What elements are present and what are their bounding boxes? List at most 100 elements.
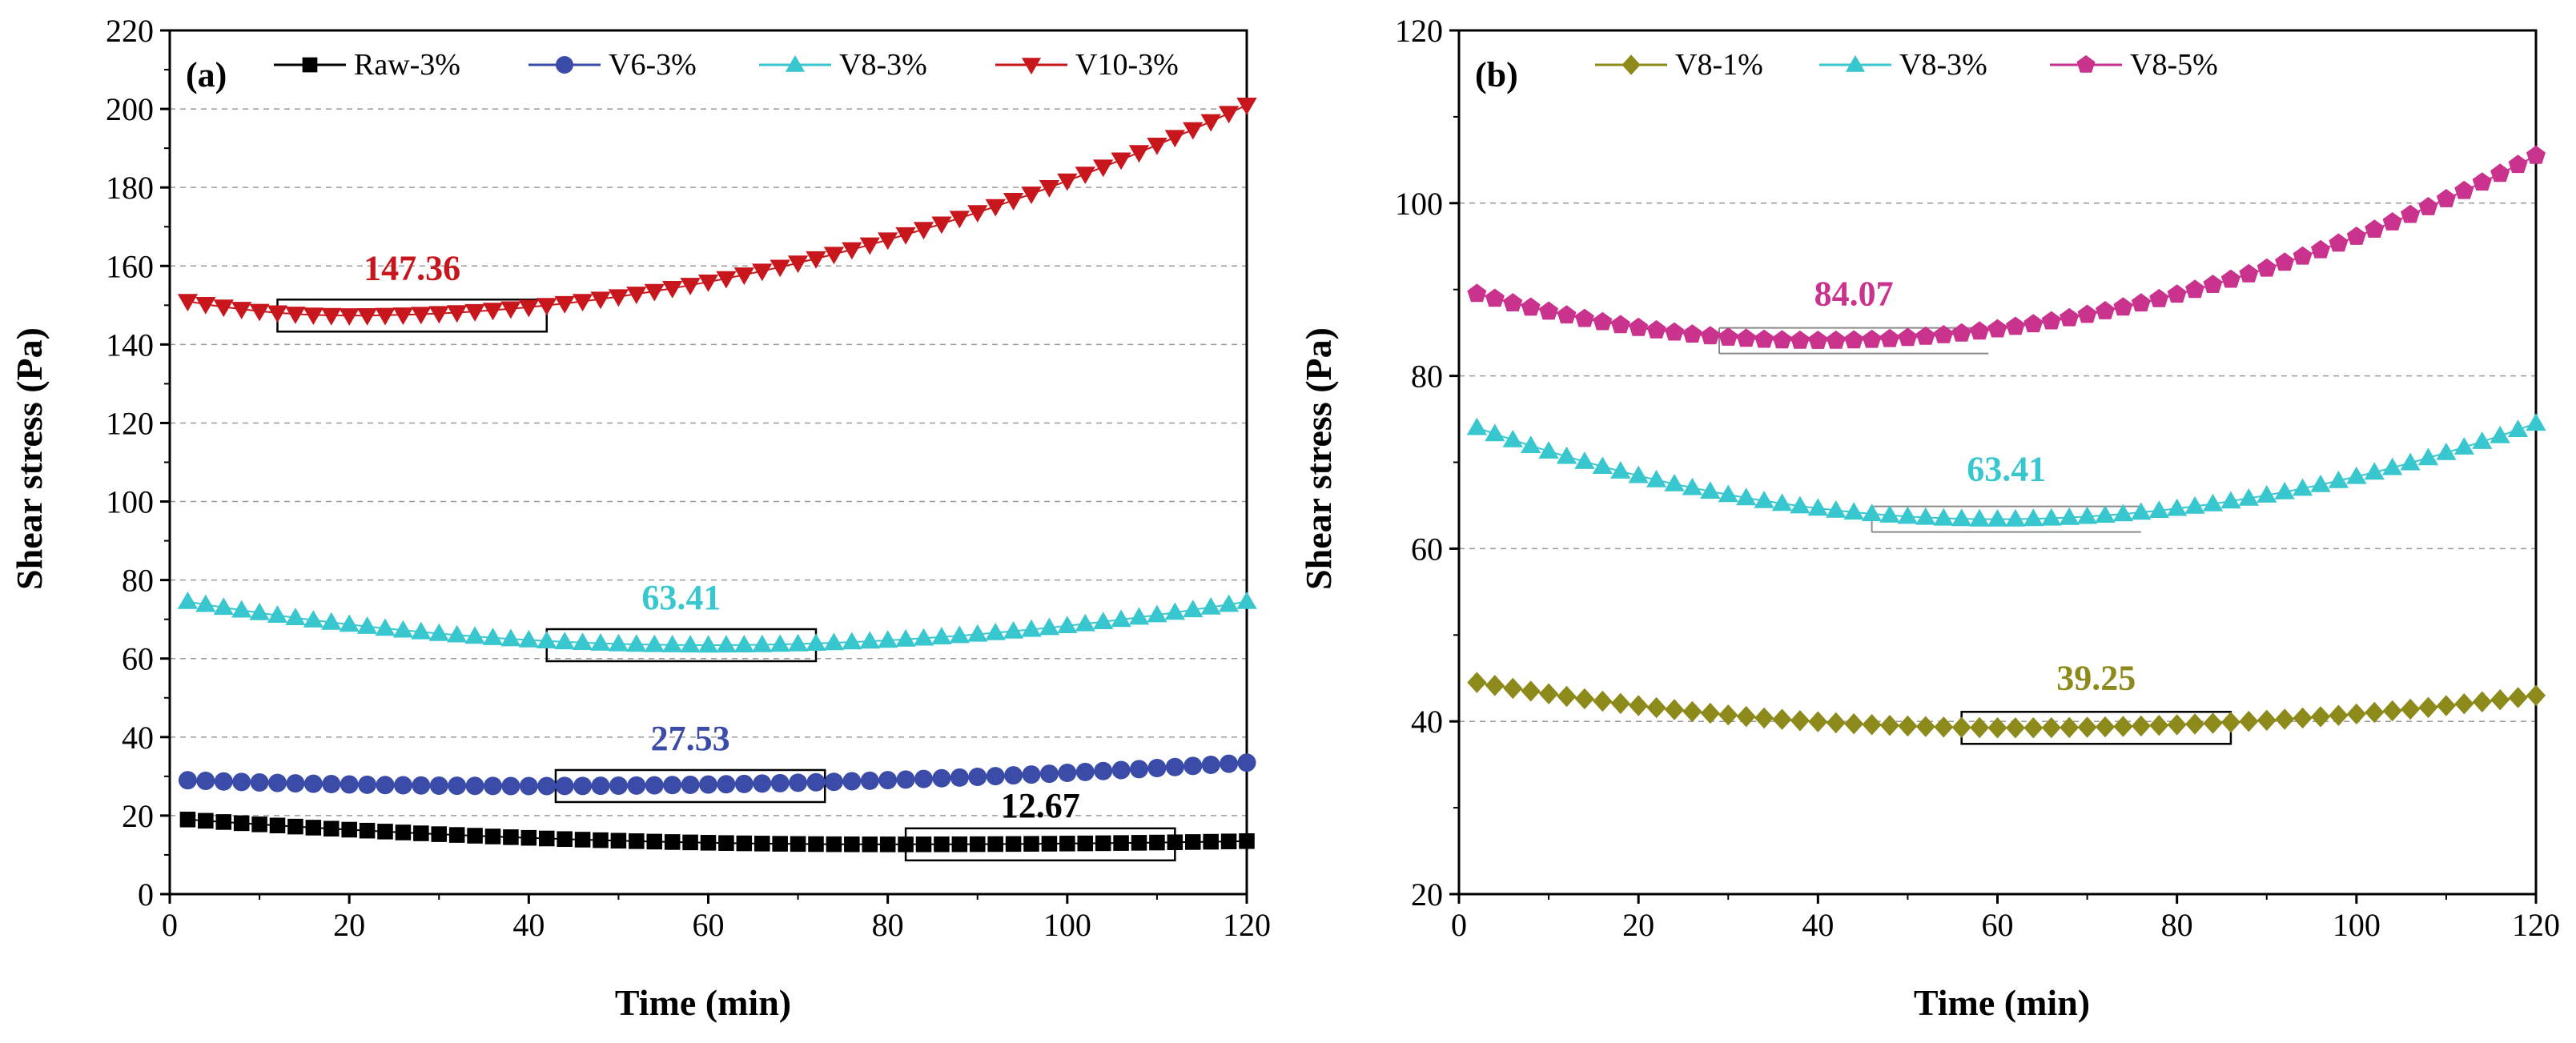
panel-a-point-v8-3pct: [1021, 619, 1042, 637]
panel-a-point-v10-3pct: [1075, 166, 1095, 184]
panel-b-point-v8-3pct: [2507, 419, 2529, 437]
panel-b-point-v8-3pct: [2023, 508, 2044, 527]
panel-b-point-v8-3pct: [2202, 493, 2224, 511]
panel-b-point-v8-5pct: [2436, 189, 2456, 207]
panel-a-point-v10-3pct: [1147, 138, 1167, 155]
panel-b-point-v8-3pct: [1466, 417, 1488, 435]
panel-b-point-v8-3pct: [2472, 431, 2493, 449]
panel-a-point-v10-3pct: [1021, 187, 1042, 204]
panel-a-point-v8-3pct: [842, 632, 862, 650]
panel-b-point-v8-1pct: [1987, 717, 2007, 739]
panel-a-point-raw-3pct: [862, 836, 878, 852]
panel-a-point-v6-3pct: [896, 770, 915, 789]
panel-b-x-tick-label: 100: [2333, 907, 2381, 943]
panel-b-point-v8-5pct: [2131, 293, 2151, 312]
panel-a-point-v6-3pct: [627, 776, 646, 795]
panel-a-point-v8-3pct: [213, 597, 234, 616]
panel-a-point-v6-3pct: [555, 776, 574, 796]
panel-b-point-v8-5pct: [1593, 311, 1613, 331]
panel-b-y-tick-label: 100: [1395, 186, 1443, 222]
panel-a-point-raw-3pct: [1059, 836, 1075, 852]
panel-b-point-v8-1pct: [1700, 702, 1720, 724]
panel-a-point-v8-3pct: [1236, 592, 1257, 609]
panel-b-series-v8-1pct: [1467, 672, 2546, 739]
panel-a-point-raw-3pct: [1023, 836, 1039, 852]
panel-b-point-v8-5pct: [2329, 233, 2349, 252]
panel-b-point-v8-3pct: [2238, 487, 2259, 506]
panel-a-point-v10-3pct: [1003, 193, 1024, 211]
panel-a-point-v10-3pct: [662, 281, 683, 299]
panel-b-point-v8-5pct: [2293, 246, 2313, 265]
panel-b-point-v8-5pct: [2365, 219, 2385, 238]
panel-a-point-v10-3pct: [787, 255, 809, 274]
panel-b-point-v8-5pct: [1844, 330, 1864, 349]
panel-b-point-v8-3pct: [1771, 493, 1793, 511]
panel-b-x-tick-label: 20: [1622, 907, 1654, 943]
panel-a-point-raw-3pct: [1095, 835, 1111, 852]
panel-b-point-v8-1pct: [1754, 707, 1774, 729]
panel-a-point-v8-3pct: [177, 592, 199, 609]
panel-a-legend-label: V8-3%: [839, 48, 927, 82]
panel-a-point-v6-3pct: [591, 776, 610, 796]
panel-a-point-v6-3pct: [1237, 753, 1256, 772]
panel-b-point-v8-3pct: [2526, 413, 2546, 431]
panel-b-point-v8-1pct: [2167, 714, 2187, 736]
panel-b-point-v8-5pct: [2149, 288, 2169, 307]
panel-a-legend-marker: [556, 56, 573, 74]
panel-a-annotation-label: 27.53: [651, 719, 730, 758]
panel-b-point-v8-5pct: [2203, 275, 2223, 293]
panel-a-x-tick-label: 20: [333, 907, 365, 943]
panel-b-point-v8-5pct: [2077, 304, 2097, 323]
panel-b-point-v8-1pct: [1826, 712, 1846, 734]
panel-a: Shear stress (Pa) Time (min) (a) Raw-3% V…: [9, 13, 1271, 1023]
panel-a-point-v8-3pct: [913, 628, 934, 646]
panel-a-point-v10-3pct: [806, 251, 826, 269]
panel-a-point-raw-3pct: [359, 822, 376, 839]
panel-b-legend-marker: [1845, 54, 1866, 72]
panel-b-point-v8-3pct: [1969, 508, 1990, 527]
panel-a-point-raw-3pct: [323, 820, 340, 837]
panel-b-point-v8-1pct: [1970, 716, 1990, 739]
panel-b-point-v8-5pct: [1503, 293, 1523, 311]
panel-b-point-v8-1pct: [1915, 716, 1935, 737]
panel-a-point-v10-3pct: [375, 307, 396, 326]
panel-a-annotation-label: 63.41: [641, 578, 721, 617]
panel-b-point-v8-5pct: [1951, 323, 1971, 342]
panel-a-point-v10-3pct: [500, 301, 521, 319]
panel-b-x-axis-title: Time (min): [1914, 982, 2090, 1023]
panel-a-point-v6-3pct: [537, 776, 557, 796]
panel-b-point-v8-1pct: [1467, 672, 1487, 693]
panel-a-point-v10-3pct: [321, 307, 342, 326]
panel-b-y-tick-label: 60: [1411, 531, 1443, 567]
panel-a-point-v6-3pct: [824, 772, 843, 792]
panel-b-point-v8-3pct: [2417, 447, 2439, 466]
panel-a-point-raw-3pct: [718, 835, 734, 851]
panel-b-point-v8-5pct: [1826, 330, 1846, 349]
panel-a-point-v10-3pct: [303, 307, 324, 325]
panel-a-point-v10-3pct: [554, 295, 575, 314]
panel-b-x-tick-label: 80: [2161, 907, 2193, 943]
panel-a-point-v8-3pct: [464, 626, 485, 644]
panel-b-legend-item-v8-5pct: V8-5%: [2050, 48, 2218, 82]
panel-a-point-v8-3pct: [716, 635, 737, 653]
panel-a-point-v8-3pct: [608, 633, 629, 652]
panel-b-point-v8-3pct: [2490, 425, 2510, 443]
panel-a-series-v6-3pct: [178, 753, 1256, 796]
panel-b-point-v8-5pct: [1987, 319, 2007, 338]
panel-b-point-v8-1pct: [1503, 677, 1523, 700]
panel-b-label: (b): [1475, 55, 1518, 94]
panel-a-point-raw-3pct: [467, 828, 483, 844]
panel-a-point-v6-3pct: [268, 773, 287, 792]
panel-a-point-v8-3pct: [375, 618, 396, 636]
panel-a-legend: Raw-3% V6-3% V8-3% V10-3%: [274, 48, 1179, 82]
panel-a-point-v6-3pct: [1022, 765, 1041, 784]
panel-a-point-v6-3pct: [501, 776, 520, 796]
panel-b-y-axis-title: Shear stress (Pa): [1298, 327, 1339, 590]
panel-b-point-v8-5pct: [1754, 329, 1774, 348]
panel-a-y-tick-label: 180: [106, 170, 154, 206]
panel-a-point-raw-3pct: [1149, 834, 1165, 851]
panel-a-point-raw-3pct: [790, 836, 806, 852]
panel-b-line-v8-5pct: [1477, 154, 2537, 342]
panel-b-point-v8-1pct: [2095, 716, 2116, 738]
panel-a-point-v8-3pct: [1003, 620, 1024, 639]
